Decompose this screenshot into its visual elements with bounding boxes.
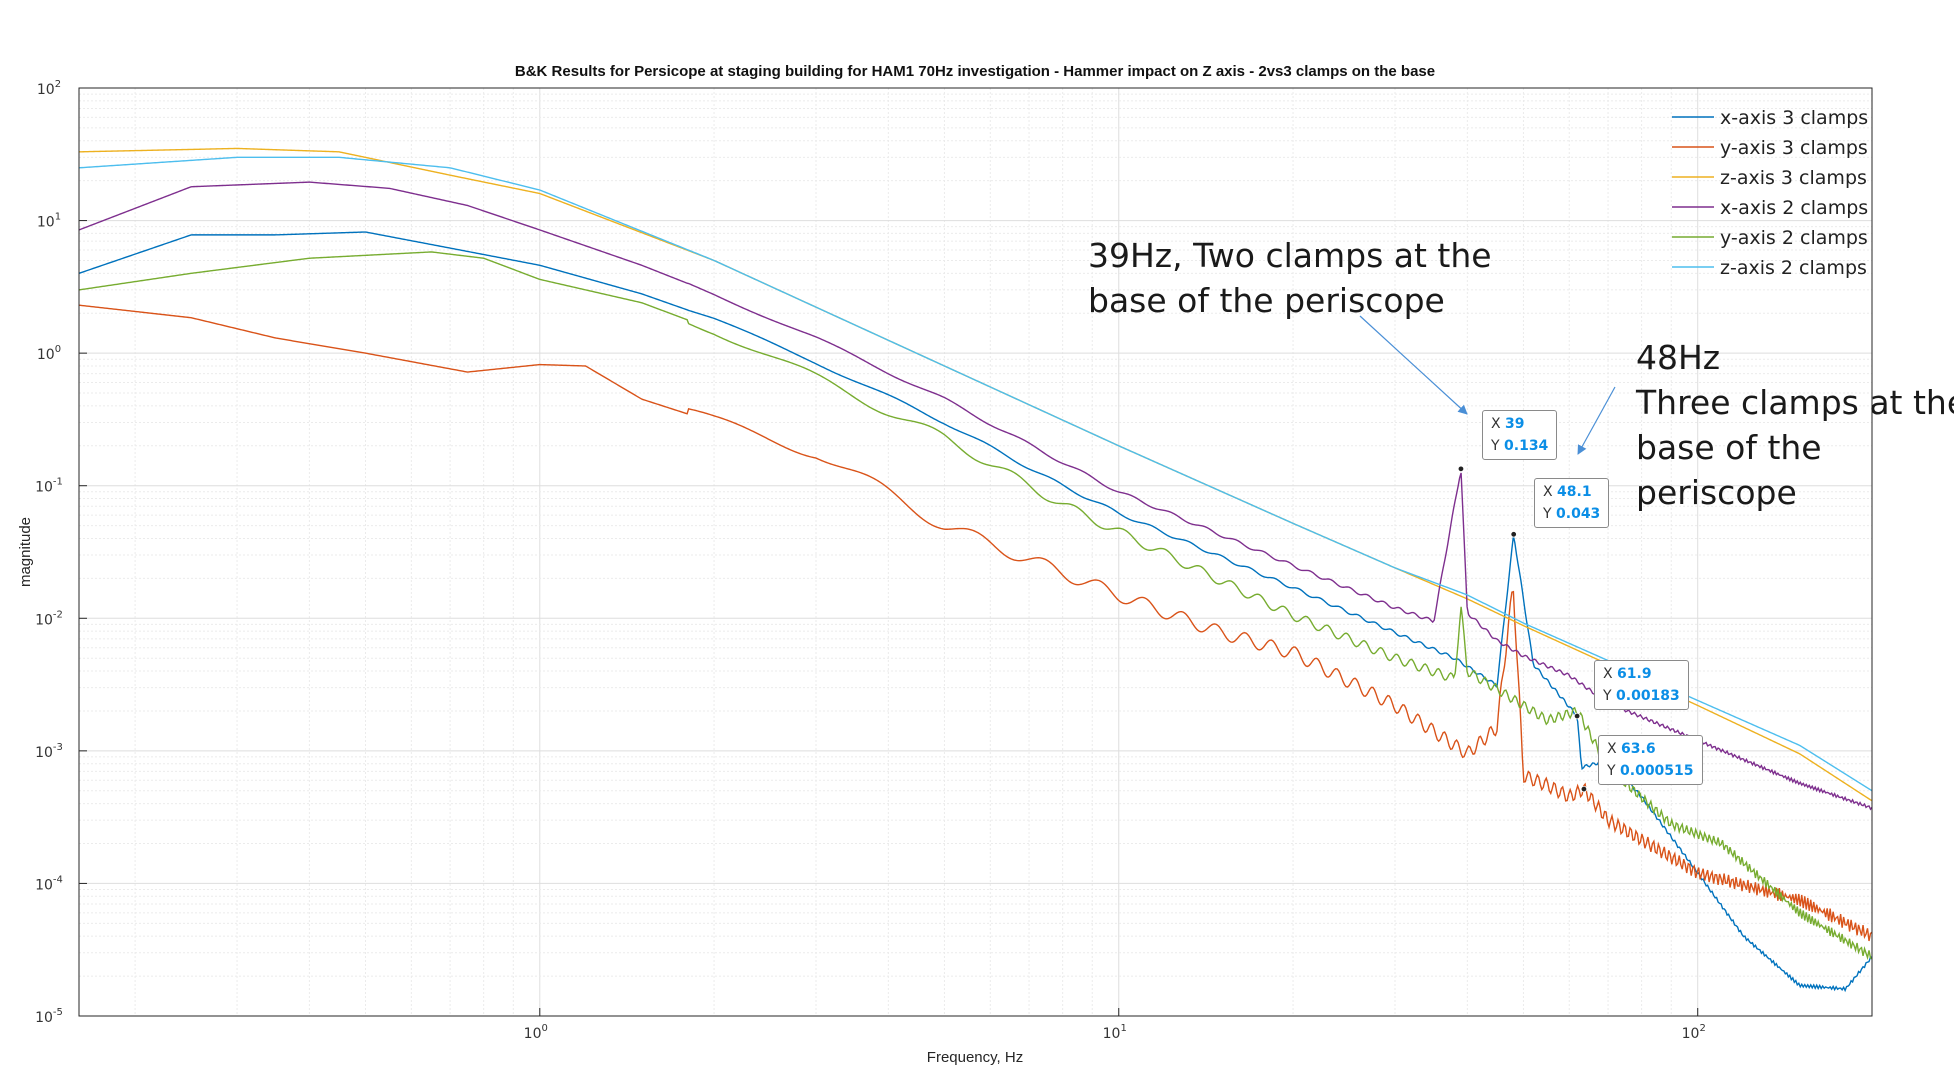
annotation-39hz-line: base of the periscope (1088, 281, 1445, 320)
datatip-63hz[interactable]: X 63.6 Y 0.000515 (1598, 735, 1703, 785)
legend-label: y-axis 3 clamps (1720, 137, 1868, 159)
datatip-x-value: 63.6 (1621, 741, 1656, 757)
legend: x-axis 3 clamps y-axis 3 clamps z-axis 3 c… (1672, 107, 1868, 279)
datatip-y-value: 0.134 (1504, 438, 1549, 454)
datatip-y: Y 0.00183 (1603, 688, 1680, 704)
y-tick-label: 10-5 (35, 1007, 63, 1026)
y-axis-label: magnitude (17, 517, 34, 587)
datatip-y: Y 0.134 (1491, 438, 1549, 454)
legend-label: z-axis 2 clamps (1720, 257, 1867, 279)
annotation-48hz: 48Hz Three clamps at the base of the per… (1636, 335, 1954, 515)
datatip-x: X 39 (1491, 416, 1525, 432)
datatip-marker (1457, 465, 1465, 473)
legend-label: x-axis 2 clamps (1720, 197, 1868, 219)
datatip-marker (1510, 531, 1517, 538)
datatip-y: Y 0.000515 (1607, 763, 1694, 779)
y-tick-label: 10-2 (35, 609, 63, 628)
plot-area (79, 88, 1872, 1016)
annotation-48hz-line: periscope (1636, 473, 1797, 512)
series-line (79, 251, 1872, 961)
datatip-x-value: 48.1 (1557, 484, 1592, 500)
y-tick-label: 101 (37, 212, 61, 231)
y-tick-label: 102 (37, 79, 61, 98)
datatip-marker (1573, 712, 1581, 720)
arrow-39hz (1359, 315, 1468, 415)
annotation-39hz: 39Hz, Two clamps at the base of the peri… (1088, 233, 1492, 323)
x-tick-label: 101 (1103, 1023, 1127, 1042)
datatip-x: X 48.1 (1543, 484, 1592, 500)
series-line (79, 181, 1872, 811)
datatip-x: X 61.9 (1603, 666, 1652, 682)
legend-label: y-axis 2 clamps (1720, 227, 1868, 249)
y-tick-label: 10-3 (35, 742, 63, 761)
datatip-x: X 63.6 (1607, 741, 1656, 757)
series-line (79, 156, 1872, 792)
series-line (79, 304, 1872, 942)
legend-label: z-axis 3 clamps (1720, 167, 1867, 189)
y-tick-label: 10-4 (35, 874, 63, 893)
annotation-39hz-line: 39Hz, Two clamps at the (1088, 236, 1492, 275)
datatip-marker (1580, 785, 1588, 793)
x-tick-label: 100 (524, 1023, 548, 1042)
datatip-y-value: 0.00183 (1616, 688, 1680, 704)
datatip-48hz[interactable]: X 48.1 Y 0.043 (1534, 478, 1610, 528)
legend-label: x-axis 3 clamps (1720, 107, 1868, 129)
datatip-y-value: 0.000515 (1620, 763, 1694, 779)
arrow-48hz (1577, 386, 1616, 455)
grid (79, 88, 1872, 1016)
chart-title: B&K Results for Persicope at staging bui… (515, 63, 1435, 80)
annotation-arrows (1359, 315, 1616, 455)
axes-box (78, 87, 1873, 1017)
x-tick-label: 102 (1682, 1023, 1706, 1042)
annotation-48hz-line: 48Hz (1636, 338, 1721, 377)
annotation-48hz-line: Three clamps at the (1636, 383, 1954, 422)
y-tick-label: 10-1 (35, 477, 63, 496)
datatip-markers (1457, 465, 1588, 793)
datatip-y: Y 0.043 (1543, 506, 1601, 522)
annotation-48hz-line: base of the (1636, 428, 1822, 467)
datatip-39hz[interactable]: X 39 Y 0.134 (1482, 410, 1558, 460)
datatip-61hz[interactable]: X 61.9 Y 0.00183 (1594, 660, 1689, 710)
datatip-y-value: 0.043 (1556, 506, 1601, 522)
y-tick-label: 100 (37, 344, 61, 363)
x-axis-label: Frequency, Hz (927, 1049, 1023, 1066)
datatip-x-value: 39 (1505, 416, 1525, 432)
datatip-x-value: 61.9 (1617, 666, 1652, 682)
series-group (79, 147, 1872, 993)
